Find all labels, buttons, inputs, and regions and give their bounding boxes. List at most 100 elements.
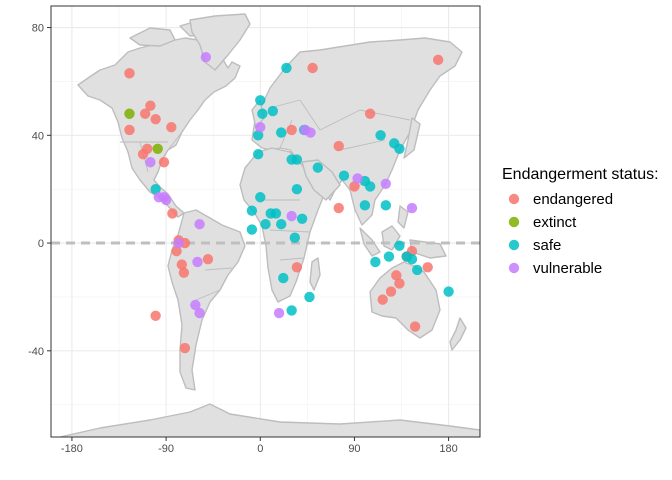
point-vulnerable bbox=[194, 307, 205, 319]
point-safe bbox=[412, 264, 423, 276]
point-vulnerable bbox=[145, 157, 156, 168]
new-zealand bbox=[449, 317, 467, 351]
point-endangered bbox=[171, 245, 182, 257]
point-safe bbox=[270, 208, 282, 219]
point-endangered bbox=[377, 294, 388, 305]
point-safe bbox=[291, 183, 303, 195]
legend-title: Endangerment status: bbox=[502, 166, 659, 183]
point-vulnerable bbox=[190, 299, 201, 311]
x-tick-label: -180 bbox=[61, 443, 83, 455]
point-safe bbox=[364, 181, 376, 192]
point-safe bbox=[380, 200, 392, 211]
point-safe bbox=[257, 108, 268, 119]
point-endangered bbox=[124, 68, 135, 79]
point-endangered bbox=[202, 254, 214, 265]
point-safe bbox=[359, 200, 371, 211]
point-safe bbox=[383, 251, 395, 262]
legend-label-vulnerable: vulnerable bbox=[533, 260, 602, 277]
point-safe bbox=[246, 205, 258, 216]
point-endangered bbox=[394, 278, 405, 289]
point-safe bbox=[394, 240, 405, 251]
point-safe bbox=[289, 232, 300, 243]
point-endangered bbox=[286, 124, 297, 136]
australia-landmass bbox=[369, 261, 441, 339]
legend-label-safe: safe bbox=[533, 237, 561, 254]
point-endangered bbox=[158, 157, 170, 168]
point-endangered bbox=[167, 208, 178, 219]
point-endangered bbox=[391, 270, 402, 281]
point-safe bbox=[255, 95, 266, 106]
y-tick-label: -40 bbox=[28, 346, 44, 358]
point-endangered bbox=[364, 108, 376, 119]
data-points bbox=[124, 51, 454, 354]
point-safe bbox=[291, 154, 303, 165]
point-safe bbox=[275, 127, 287, 138]
point-endangered bbox=[178, 267, 190, 278]
point-endangered bbox=[150, 310, 161, 321]
point-vulnerable bbox=[173, 237, 184, 249]
point-safe bbox=[370, 256, 381, 268]
japan-islands bbox=[403, 117, 421, 159]
point-vulnerable bbox=[160, 194, 172, 206]
arabian-peninsula bbox=[301, 159, 341, 201]
world-basemap bbox=[57, 13, 480, 437]
point-endangered bbox=[291, 262, 303, 273]
plot-panel-border bbox=[50, 5, 481, 438]
y-tick-label: 80 bbox=[32, 23, 44, 35]
point-endangered bbox=[385, 286, 397, 297]
point-vulnerable bbox=[255, 122, 266, 133]
north-america-landmass bbox=[77, 37, 241, 218]
point-vulnerable bbox=[273, 307, 285, 319]
madagascar bbox=[309, 257, 321, 291]
y-axis: -40 0 40 80 bbox=[28, 23, 51, 358]
point-safe bbox=[296, 213, 308, 225]
point-safe bbox=[312, 162, 324, 173]
point-safe bbox=[443, 286, 454, 297]
point-safe bbox=[252, 148, 264, 160]
point-endangered bbox=[176, 259, 187, 270]
point-safe bbox=[275, 218, 287, 230]
x-tick-label: 90 bbox=[348, 443, 360, 455]
point-endangered bbox=[333, 140, 344, 152]
antarctica-landmass bbox=[57, 403, 480, 437]
point-vulnerable bbox=[380, 178, 392, 189]
point-safe bbox=[286, 305, 297, 316]
legend-key-extinct bbox=[508, 216, 520, 228]
legend: Endangerment status: endangered extinct sa… bbox=[502, 166, 659, 277]
point-vulnerable bbox=[406, 202, 418, 214]
point-endangered bbox=[409, 321, 421, 332]
point-safe bbox=[246, 224, 258, 235]
point-extinct bbox=[152, 143, 163, 154]
point-safe bbox=[252, 130, 264, 141]
point-endangered bbox=[145, 100, 156, 111]
point-vulnerable bbox=[286, 210, 297, 222]
point-safe bbox=[406, 254, 418, 265]
y-tick-label: 40 bbox=[32, 130, 44, 142]
point-endangered bbox=[307, 62, 318, 74]
point-endangered bbox=[432, 54, 444, 66]
point-vulnerable bbox=[352, 173, 363, 184]
x-tick-label: 180 bbox=[439, 443, 457, 455]
point-safe bbox=[281, 62, 292, 74]
point-endangered bbox=[349, 181, 360, 192]
point-endangered bbox=[166, 122, 177, 133]
point-endangered bbox=[124, 124, 135, 136]
legend-label-extinct: extinct bbox=[533, 214, 577, 231]
x-tick-label: 0 bbox=[257, 443, 263, 455]
y-tick-label: 0 bbox=[38, 238, 44, 250]
point-safe bbox=[267, 105, 279, 117]
point-safe bbox=[150, 183, 161, 195]
point-endangered bbox=[139, 108, 151, 119]
point-safe bbox=[304, 291, 315, 303]
legend-label-endangered: endangered bbox=[533, 191, 613, 208]
legend-key-endangered bbox=[508, 193, 520, 205]
point-safe bbox=[255, 192, 266, 203]
point-vulnerable bbox=[192, 256, 203, 268]
point-vulnerable bbox=[305, 127, 316, 138]
point-endangered bbox=[150, 113, 161, 125]
point-safe bbox=[338, 170, 350, 181]
x-tick-label: -90 bbox=[158, 443, 174, 455]
point-vulnerable bbox=[200, 51, 212, 63]
point-safe bbox=[375, 130, 386, 141]
